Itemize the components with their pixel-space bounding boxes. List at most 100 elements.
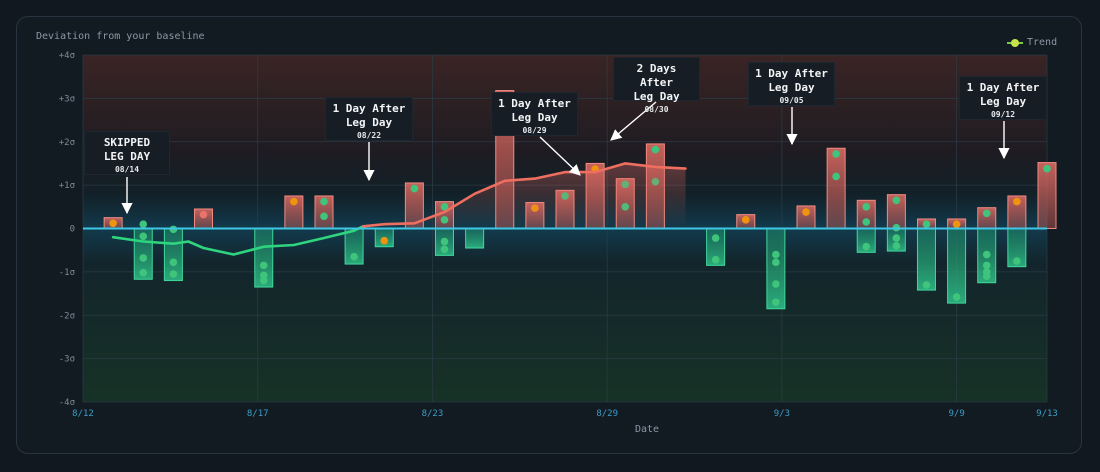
bar-negative bbox=[465, 228, 485, 249]
legend-label: Trend bbox=[1027, 37, 1058, 48]
annotation-arrow bbox=[539, 136, 581, 176]
annotation-box: 1 Day After Leg Day 08/22 bbox=[325, 97, 413, 141]
bar-dot bbox=[259, 271, 268, 280]
bar-dot bbox=[802, 208, 810, 216]
bar-dot bbox=[862, 218, 871, 226]
x-tick-label: 8/12 bbox=[72, 409, 94, 419]
annotation-box: 1 Day After Leg Day 09/12 bbox=[959, 76, 1047, 120]
annotation-box: 1 Day After Leg Day 09/05 bbox=[748, 62, 835, 106]
bar-dot bbox=[139, 254, 148, 262]
bar-dot bbox=[772, 280, 780, 288]
bar-dot bbox=[259, 276, 268, 285]
chart-title: Deviation from your baseline bbox=[36, 31, 205, 42]
x-tick-label: 8/23 bbox=[422, 409, 444, 419]
bar-dot bbox=[982, 209, 991, 218]
annotation-date: 08/14 bbox=[114, 165, 140, 174]
bar-dot bbox=[982, 250, 991, 259]
bar-dot bbox=[892, 196, 901, 205]
annotation-box: 1 Day After Leg Day 08/29 bbox=[491, 92, 578, 136]
bar-dot bbox=[169, 270, 178, 278]
bar-dot bbox=[320, 212, 328, 221]
trend-area bbox=[363, 163, 686, 229]
y-tick-label: -3σ bbox=[59, 355, 75, 365]
trend-legend-swatch bbox=[1007, 38, 1023, 48]
bar-positive bbox=[826, 147, 846, 230]
y-tick-label: +2σ bbox=[59, 138, 75, 148]
bar-dot bbox=[892, 242, 901, 250]
annotation-date: 09/05 bbox=[779, 96, 804, 105]
bar-dot bbox=[711, 255, 720, 264]
bar-dot bbox=[1013, 197, 1021, 206]
bar-dot bbox=[892, 234, 901, 242]
bar-dot bbox=[862, 203, 871, 211]
bar-dot bbox=[169, 258, 178, 267]
bar-dot bbox=[139, 232, 148, 241]
bar-dot bbox=[862, 242, 871, 251]
annotation-text: 1 Day After bbox=[498, 97, 571, 110]
annotation-text: 2 Days After bbox=[636, 62, 677, 89]
annotation-arrow bbox=[610, 101, 657, 141]
bar-dot bbox=[109, 219, 117, 228]
annotation-text: Leg Day bbox=[768, 81, 815, 94]
bar-dot bbox=[741, 216, 750, 224]
annotation-text: 1 Day After bbox=[332, 102, 406, 115]
bar-positive bbox=[1037, 162, 1057, 230]
bar-dot bbox=[199, 210, 208, 219]
bar-dot bbox=[772, 250, 780, 259]
bar-dot bbox=[380, 236, 389, 245]
bar-negative bbox=[916, 228, 936, 291]
annotation-date: 08/30 bbox=[644, 105, 669, 114]
x-tick-label: 9/13 bbox=[1036, 409, 1058, 419]
bar-dot bbox=[290, 197, 298, 206]
y-tick-label: -1σ bbox=[59, 268, 75, 278]
annotation-text: LEG DAY bbox=[103, 150, 151, 163]
annotation-text: SKIPPED bbox=[103, 136, 151, 149]
trend-line-positive bbox=[361, 162, 687, 228]
bar-dot bbox=[440, 245, 449, 254]
bar-dot bbox=[982, 272, 991, 281]
bar-dot bbox=[952, 293, 961, 301]
annotation-box: SKIPPED LEG DAY 08/14 bbox=[84, 131, 170, 175]
annotation-text: Leg Day bbox=[345, 116, 393, 129]
legend[interactable]: Trend bbox=[1007, 37, 1057, 48]
bar-negative bbox=[766, 228, 786, 310]
bar-dot bbox=[440, 237, 449, 246]
bar-dot bbox=[922, 220, 931, 228]
bar-dot bbox=[410, 184, 419, 193]
y-tick-label: +4σ bbox=[59, 51, 75, 61]
bar-dot bbox=[350, 252, 358, 261]
bar-dot bbox=[982, 261, 991, 270]
x-tick-label: 9/3 bbox=[774, 409, 790, 419]
bar-dot bbox=[139, 220, 148, 228]
bar-dot bbox=[651, 145, 660, 154]
annotation-text: 1 Day After bbox=[966, 81, 1040, 94]
bar-dot bbox=[832, 150, 840, 158]
bar-dot bbox=[139, 268, 148, 277]
y-tick-label: +1σ bbox=[59, 181, 75, 191]
annotation-date: 09/12 bbox=[990, 110, 1016, 119]
y-tick-label: -2σ bbox=[59, 311, 75, 321]
bar-dot bbox=[1043, 164, 1051, 173]
y-tick-label: 0 bbox=[70, 225, 75, 235]
x-tick-label: 9/9 bbox=[948, 409, 964, 419]
bar-dot bbox=[832, 172, 840, 181]
annotation-text: Leg Day bbox=[633, 90, 680, 103]
annotation-text: Leg Day bbox=[511, 111, 558, 124]
bar-dot bbox=[922, 281, 931, 289]
bar-dot bbox=[440, 203, 449, 211]
annotation-text: Leg Day bbox=[979, 95, 1027, 108]
y-tick-label: +3σ bbox=[59, 94, 75, 104]
trend-line-negative bbox=[111, 225, 365, 256]
bar-dot bbox=[772, 258, 780, 267]
bar-dot bbox=[772, 298, 780, 307]
annotation-text: 1 Day After bbox=[755, 67, 828, 80]
bar-dot bbox=[1013, 257, 1021, 265]
x-axis-label: Date bbox=[635, 424, 659, 435]
x-tick-label: 8/17 bbox=[247, 409, 269, 419]
annotation-box: 2 Days After Leg Day 08/30 bbox=[613, 57, 700, 114]
annotation-date: 08/29 bbox=[522, 126, 547, 135]
bar-dot bbox=[320, 197, 328, 206]
bar-dot bbox=[259, 261, 268, 270]
y-tick-label: -4σ bbox=[59, 398, 75, 408]
bar-dot bbox=[952, 220, 961, 228]
